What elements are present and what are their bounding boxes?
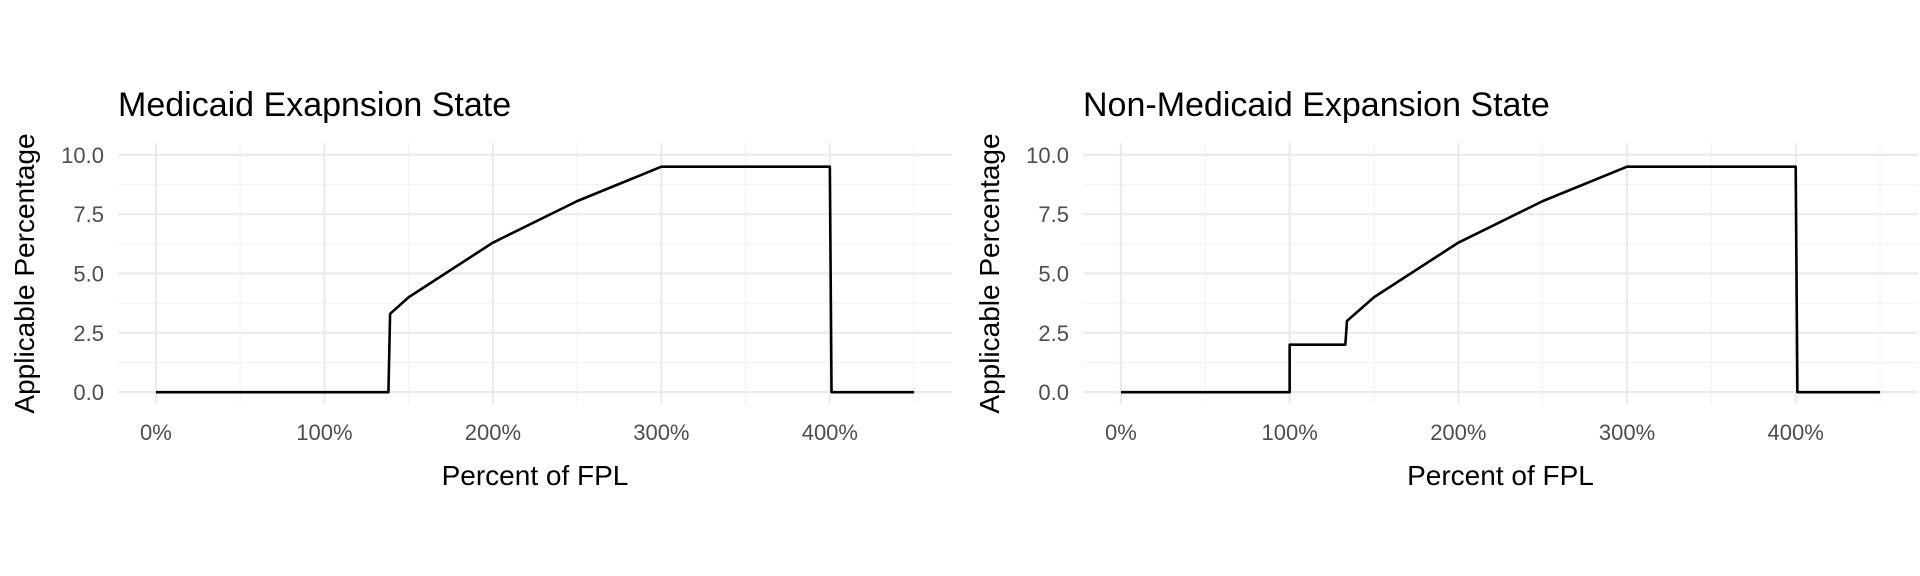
y-tick-label: 5.0 (73, 262, 104, 287)
gridlines (1083, 143, 1918, 404)
y-tick-label: 7.5 (73, 202, 104, 227)
x-tick-label: 200% (465, 420, 521, 445)
chart-panel-2: 0% 100% 200% 300% 400% 0.0 2.5 5.0 7.5 10.0 Non-Me… (974, 86, 1918, 491)
chart-title: Medicaid Exapnsion State (118, 86, 511, 124)
x-tick-label: 400% (1768, 420, 1824, 445)
y-tick-label: 2.5 (73, 321, 104, 346)
y-tick-label: 0.0 (1038, 380, 1069, 405)
x-tick-label: 0% (140, 420, 172, 445)
x-tick-label: 200% (1430, 420, 1486, 445)
y-tick-label: 7.5 (1038, 202, 1069, 227)
x-tick-label: 400% (802, 420, 858, 445)
y-tick-label: 5.0 (1038, 262, 1069, 287)
x-tick-label: 300% (1599, 420, 1655, 445)
chart-panel-1: 0% 100% 200% 300% 400% 0.0 2.5 5.0 7.5 10.0 Medica… (9, 86, 952, 491)
y-axis-title: Applicable Percentage (9, 133, 40, 413)
y-tick-label: 10.0 (61, 143, 104, 168)
x-axis-title: Percent of FPL (442, 460, 629, 491)
y-tick-label: 10.0 (1026, 143, 1069, 168)
x-tick-label: 100% (1262, 420, 1318, 445)
y-axis-title: Applicable Percentage (974, 133, 1005, 413)
x-tick-label: 300% (633, 420, 689, 445)
series-line (1120, 165, 1881, 394)
x-axis-title: Percent of FPL (1407, 460, 1594, 491)
y-tick-label: 0.0 (73, 380, 104, 405)
chart-title: Non-Medicaid Expansion State (1083, 86, 1550, 124)
gridlines (118, 143, 952, 404)
y-tick-label: 2.5 (1038, 321, 1069, 346)
x-tick-label: 100% (296, 420, 352, 445)
x-tick-label: 0% (1105, 420, 1137, 445)
series-line (155, 165, 915, 394)
